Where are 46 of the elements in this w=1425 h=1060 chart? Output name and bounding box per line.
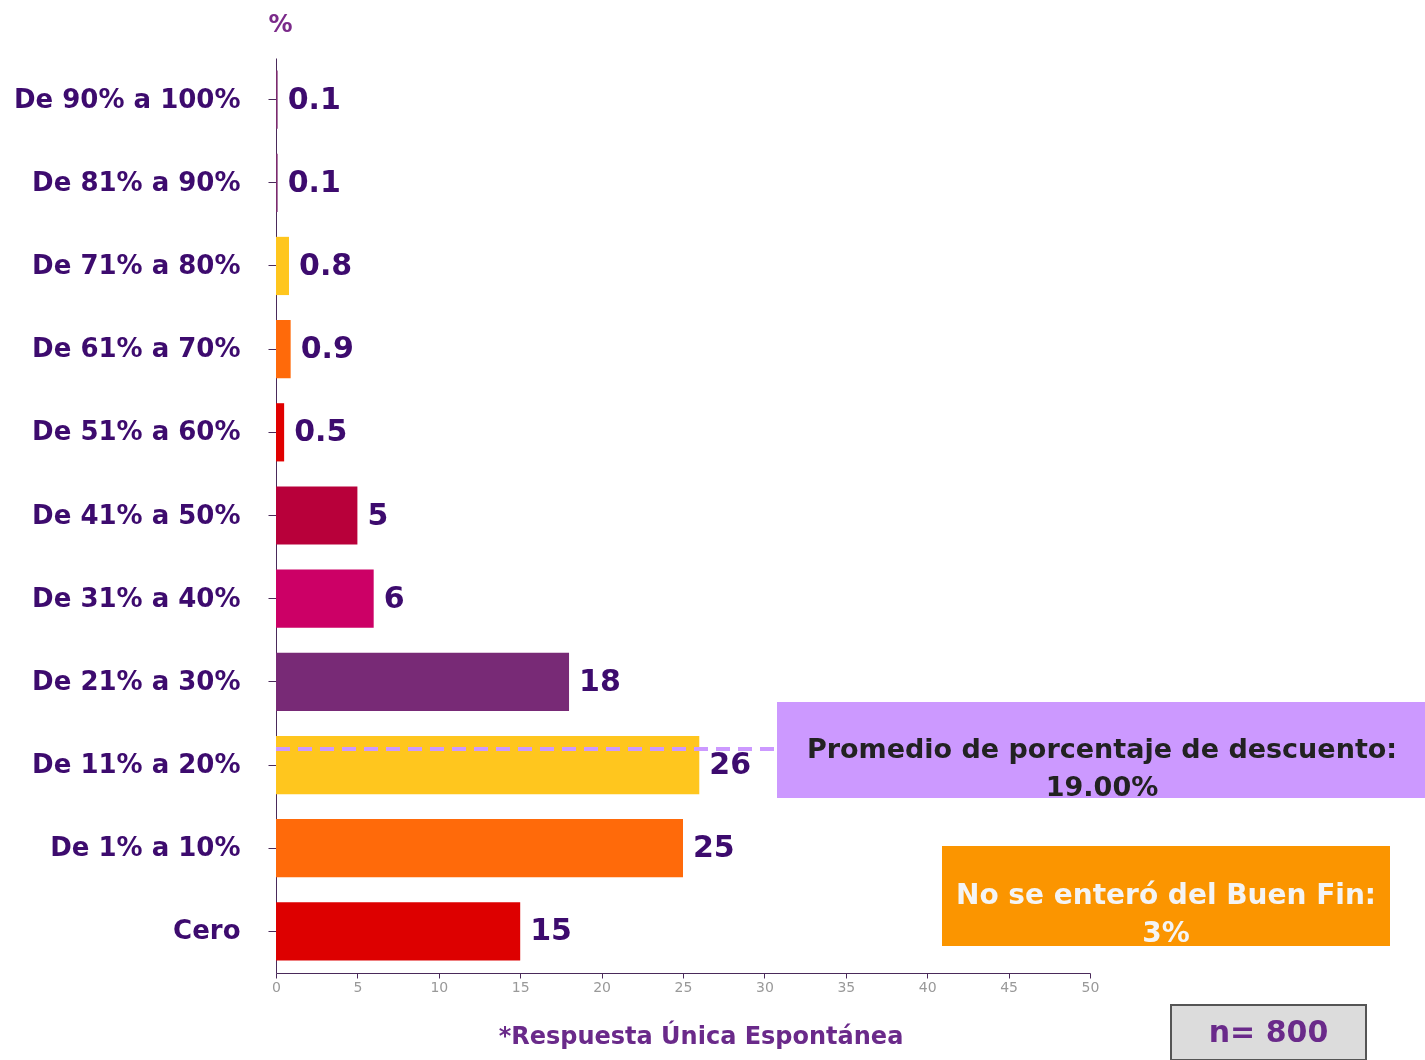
text: n= 800 (1208, 1013, 1329, 1049)
bar (276, 486, 358, 545)
x-tick-label: 50 (1081, 978, 1100, 995)
x-tick-label: 20 (593, 978, 612, 995)
y-tick-label: De 31% a 40% (32, 582, 241, 613)
data-label: 18 (579, 662, 621, 698)
x-tick-label: 10 (430, 978, 449, 995)
x-tick-label: 15 (511, 978, 530, 995)
data-label: 15 (530, 912, 572, 948)
x-tick-label: 35 (837, 978, 856, 995)
y-tick-label: De 61% a 70% (32, 333, 241, 364)
y-tick-label: Cero (173, 915, 241, 946)
y-tick-label: De 11% a 20% (32, 749, 241, 780)
bar (276, 902, 521, 961)
y-tick-label: De 51% a 60% (32, 416, 241, 447)
bar (276, 569, 374, 628)
data-label: 0.5 (294, 413, 348, 449)
x-tick-label: 40 (918, 978, 937, 995)
data-label: 0.1 (287, 80, 341, 116)
y-tick-label: De 41% a 50% (32, 499, 241, 530)
data-label: 5 (367, 496, 389, 532)
x-tick-label: 5 (353, 978, 363, 995)
y-tick-label: De 1% a 10% (50, 832, 241, 863)
bar (276, 320, 291, 379)
text: *Respuesta Única Espontánea (498, 1019, 904, 1050)
ref-line-label: Promedio de porcentaje de descuento: 19.00% (806, 733, 1398, 802)
bar (276, 652, 570, 711)
annotation: No se enteró del Buen Fin: 3% (955, 878, 1377, 949)
y-tick-label: De 81% a 90% (32, 166, 241, 197)
data-label: 0.1 (287, 163, 341, 199)
bar (276, 236, 290, 296)
y-axis-title: % (268, 9, 293, 38)
data-label: 26 (709, 746, 752, 782)
bar (276, 403, 285, 462)
y-tick-label: De 71% a 80% (32, 249, 241, 280)
x-tick-label: 30 (755, 978, 774, 995)
y-tick-label: De 21% a 30% (32, 665, 241, 696)
x-tick-label: 0 (272, 978, 281, 995)
data-label: 25 (693, 829, 735, 865)
x-tick-label: 45 (1000, 978, 1019, 995)
x-tick-label: 25 (674, 978, 693, 995)
bar (276, 819, 683, 878)
data-label: 0.9 (300, 330, 354, 366)
data-label: 0.8 (299, 246, 353, 282)
y-tick-label: De 90% a 100% (14, 83, 241, 114)
data-label: 6 (383, 579, 405, 615)
